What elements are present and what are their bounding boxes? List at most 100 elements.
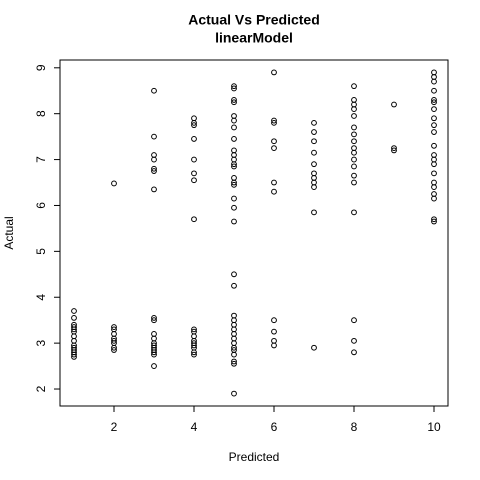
y-tick-label: 7 [34, 156, 48, 163]
point [231, 97, 237, 103]
point [231, 282, 237, 289]
point [351, 83, 357, 90]
y-tick-label: 6 [34, 202, 48, 209]
point [151, 156, 157, 163]
point [351, 156, 357, 163]
point [391, 101, 397, 108]
point [191, 342, 197, 349]
point [311, 175, 317, 181]
point [231, 344, 237, 351]
y-tick-label: 3 [34, 339, 48, 346]
point [351, 131, 357, 138]
point [151, 363, 157, 369]
point [351, 349, 357, 356]
point [71, 314, 77, 321]
point [271, 188, 277, 195]
point [351, 317, 357, 324]
point [111, 331, 117, 337]
point [351, 179, 357, 186]
point [191, 349, 197, 356]
point [351, 145, 357, 152]
point [111, 324, 117, 330]
point [231, 331, 237, 337]
point [311, 129, 317, 135]
point [311, 184, 317, 191]
point [191, 326, 197, 333]
y-tick-label: 2 [34, 385, 48, 392]
point [231, 124, 237, 131]
point [231, 175, 237, 181]
point [351, 149, 357, 156]
point [231, 99, 237, 106]
x-axis-label: Predicted [229, 450, 280, 464]
point [351, 209, 357, 216]
point [191, 122, 197, 129]
point [191, 177, 197, 184]
point [191, 170, 197, 177]
point [431, 87, 437, 94]
point [391, 147, 397, 154]
point [311, 170, 317, 177]
point [351, 138, 357, 145]
point [351, 97, 357, 103]
point [311, 344, 317, 351]
point [431, 122, 437, 129]
point [151, 165, 157, 172]
point [151, 331, 157, 337]
point [431, 74, 437, 80]
y-tick-label: 4 [34, 294, 48, 301]
point [231, 85, 237, 92]
point [351, 113, 357, 119]
y-tick-label: 9 [34, 64, 48, 71]
point [231, 163, 237, 170]
point [231, 136, 237, 142]
point [271, 179, 277, 186]
point [151, 349, 157, 356]
point [351, 106, 357, 113]
point [111, 337, 117, 344]
y-tick-label: 8 [34, 110, 48, 117]
point [271, 342, 277, 349]
point [311, 209, 317, 216]
point [231, 161, 237, 168]
point [231, 390, 237, 397]
point [351, 163, 357, 170]
point [231, 152, 237, 158]
point [271, 328, 277, 335]
point [431, 195, 437, 202]
point [231, 335, 237, 342]
point [311, 149, 317, 156]
point [151, 152, 157, 158]
point [351, 337, 357, 344]
point [71, 308, 77, 314]
point [71, 333, 77, 340]
point [431, 218, 437, 225]
point [111, 344, 117, 351]
point [71, 337, 77, 344]
point [231, 326, 237, 333]
x-tick-label: 2 [111, 420, 118, 434]
point [271, 337, 277, 344]
point [431, 184, 437, 191]
point [431, 142, 437, 149]
point [191, 156, 197, 163]
point [231, 271, 237, 278]
point [231, 113, 237, 119]
point [431, 99, 437, 106]
point [151, 168, 157, 174]
x-tick-label: 8 [351, 420, 358, 434]
point [231, 179, 237, 186]
point [431, 152, 437, 158]
x-tick-label: 6 [271, 420, 278, 434]
point [191, 351, 197, 358]
point [431, 106, 437, 113]
point [231, 321, 237, 328]
point [191, 115, 197, 122]
point [231, 195, 237, 202]
point [231, 351, 237, 358]
point [271, 119, 277, 126]
point [231, 358, 237, 365]
point [231, 117, 237, 124]
point [311, 161, 317, 168]
